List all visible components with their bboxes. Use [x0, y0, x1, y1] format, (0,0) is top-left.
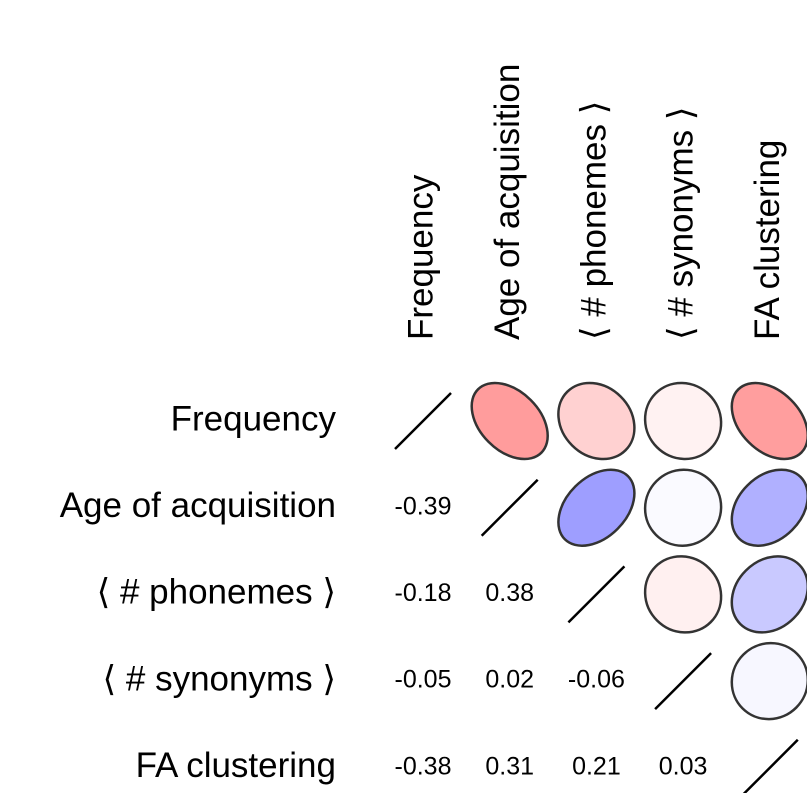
corr-ellipse	[730, 641, 807, 721]
corr-value: -0.06	[568, 666, 625, 694]
corr-value: 0.38	[485, 579, 534, 607]
corr-value: -0.38	[395, 752, 452, 780]
corr-ellipse	[470, 381, 549, 461]
corr-ellipse	[643, 468, 723, 547]
corr-ellipse	[730, 381, 807, 461]
row-label: ⟨ # synonyms ⟩	[103, 659, 337, 698]
diagonal	[742, 738, 799, 793]
corr-value: 0.21	[572, 752, 621, 780]
row-label: ⟨ # phonemes ⟩	[97, 573, 336, 612]
diagonal	[567, 565, 626, 624]
corr-value: 0.02	[485, 666, 534, 694]
corr-value: -0.05	[395, 666, 452, 694]
corr-value: 0.03	[659, 752, 708, 780]
corr-ellipse	[557, 381, 636, 461]
diagonal	[654, 652, 712, 710]
column-label: ⟨ # synonyms ⟩	[661, 107, 700, 341]
corr-value: 0.31	[485, 752, 534, 780]
diagonal	[480, 478, 539, 537]
diagonal	[394, 392, 452, 450]
corr-value: -0.39	[395, 492, 452, 520]
column-label: Frequency	[401, 174, 440, 340]
corr-ellipse	[643, 381, 723, 461]
column-label: ⟨ # phonemes ⟩	[575, 101, 614, 340]
corr-ellipse	[643, 555, 723, 634]
row-label: Frequency	[171, 399, 337, 438]
row-label: Age of acquisition	[60, 486, 336, 525]
corr-value: -0.18	[395, 579, 452, 607]
row-label: FA clustering	[136, 746, 336, 785]
corr-ellipse	[557, 468, 636, 547]
corr-ellipse	[730, 468, 807, 547]
column-label: FA clustering	[748, 140, 787, 340]
corr-ellipse	[730, 555, 807, 634]
column-label: Age of acquisition	[488, 64, 527, 340]
